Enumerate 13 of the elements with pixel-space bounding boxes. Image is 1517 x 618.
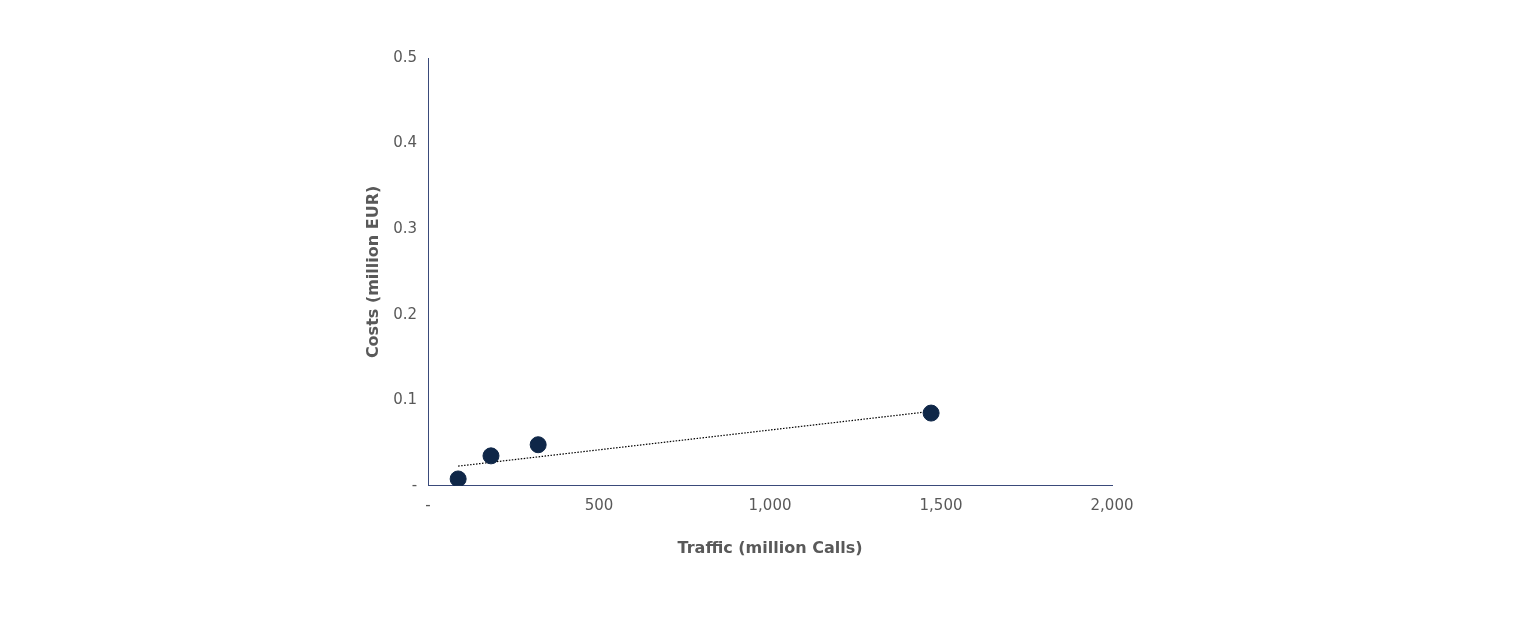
- x-tick-label: 1,500: [919, 495, 963, 514]
- y-tick-label: -: [411, 475, 418, 494]
- x-tick-label: 2,000: [1090, 495, 1134, 514]
- y-tick-label: 0.4: [393, 133, 418, 152]
- y-tick-label: 0.3: [393, 219, 418, 238]
- x-tick-label: -: [425, 495, 431, 514]
- x-tick-label: 500: [584, 495, 614, 514]
- y-tick-label: 0.2: [393, 304, 418, 323]
- x-axis-title: Traffic (million Calls): [677, 537, 863, 557]
- x-tick-label: 1,000: [748, 495, 792, 514]
- y-axis-title: Costs (million EUR): [362, 185, 382, 359]
- y-tick-label: 0.5: [393, 47, 418, 66]
- y-tick-label: 0.1: [393, 390, 418, 409]
